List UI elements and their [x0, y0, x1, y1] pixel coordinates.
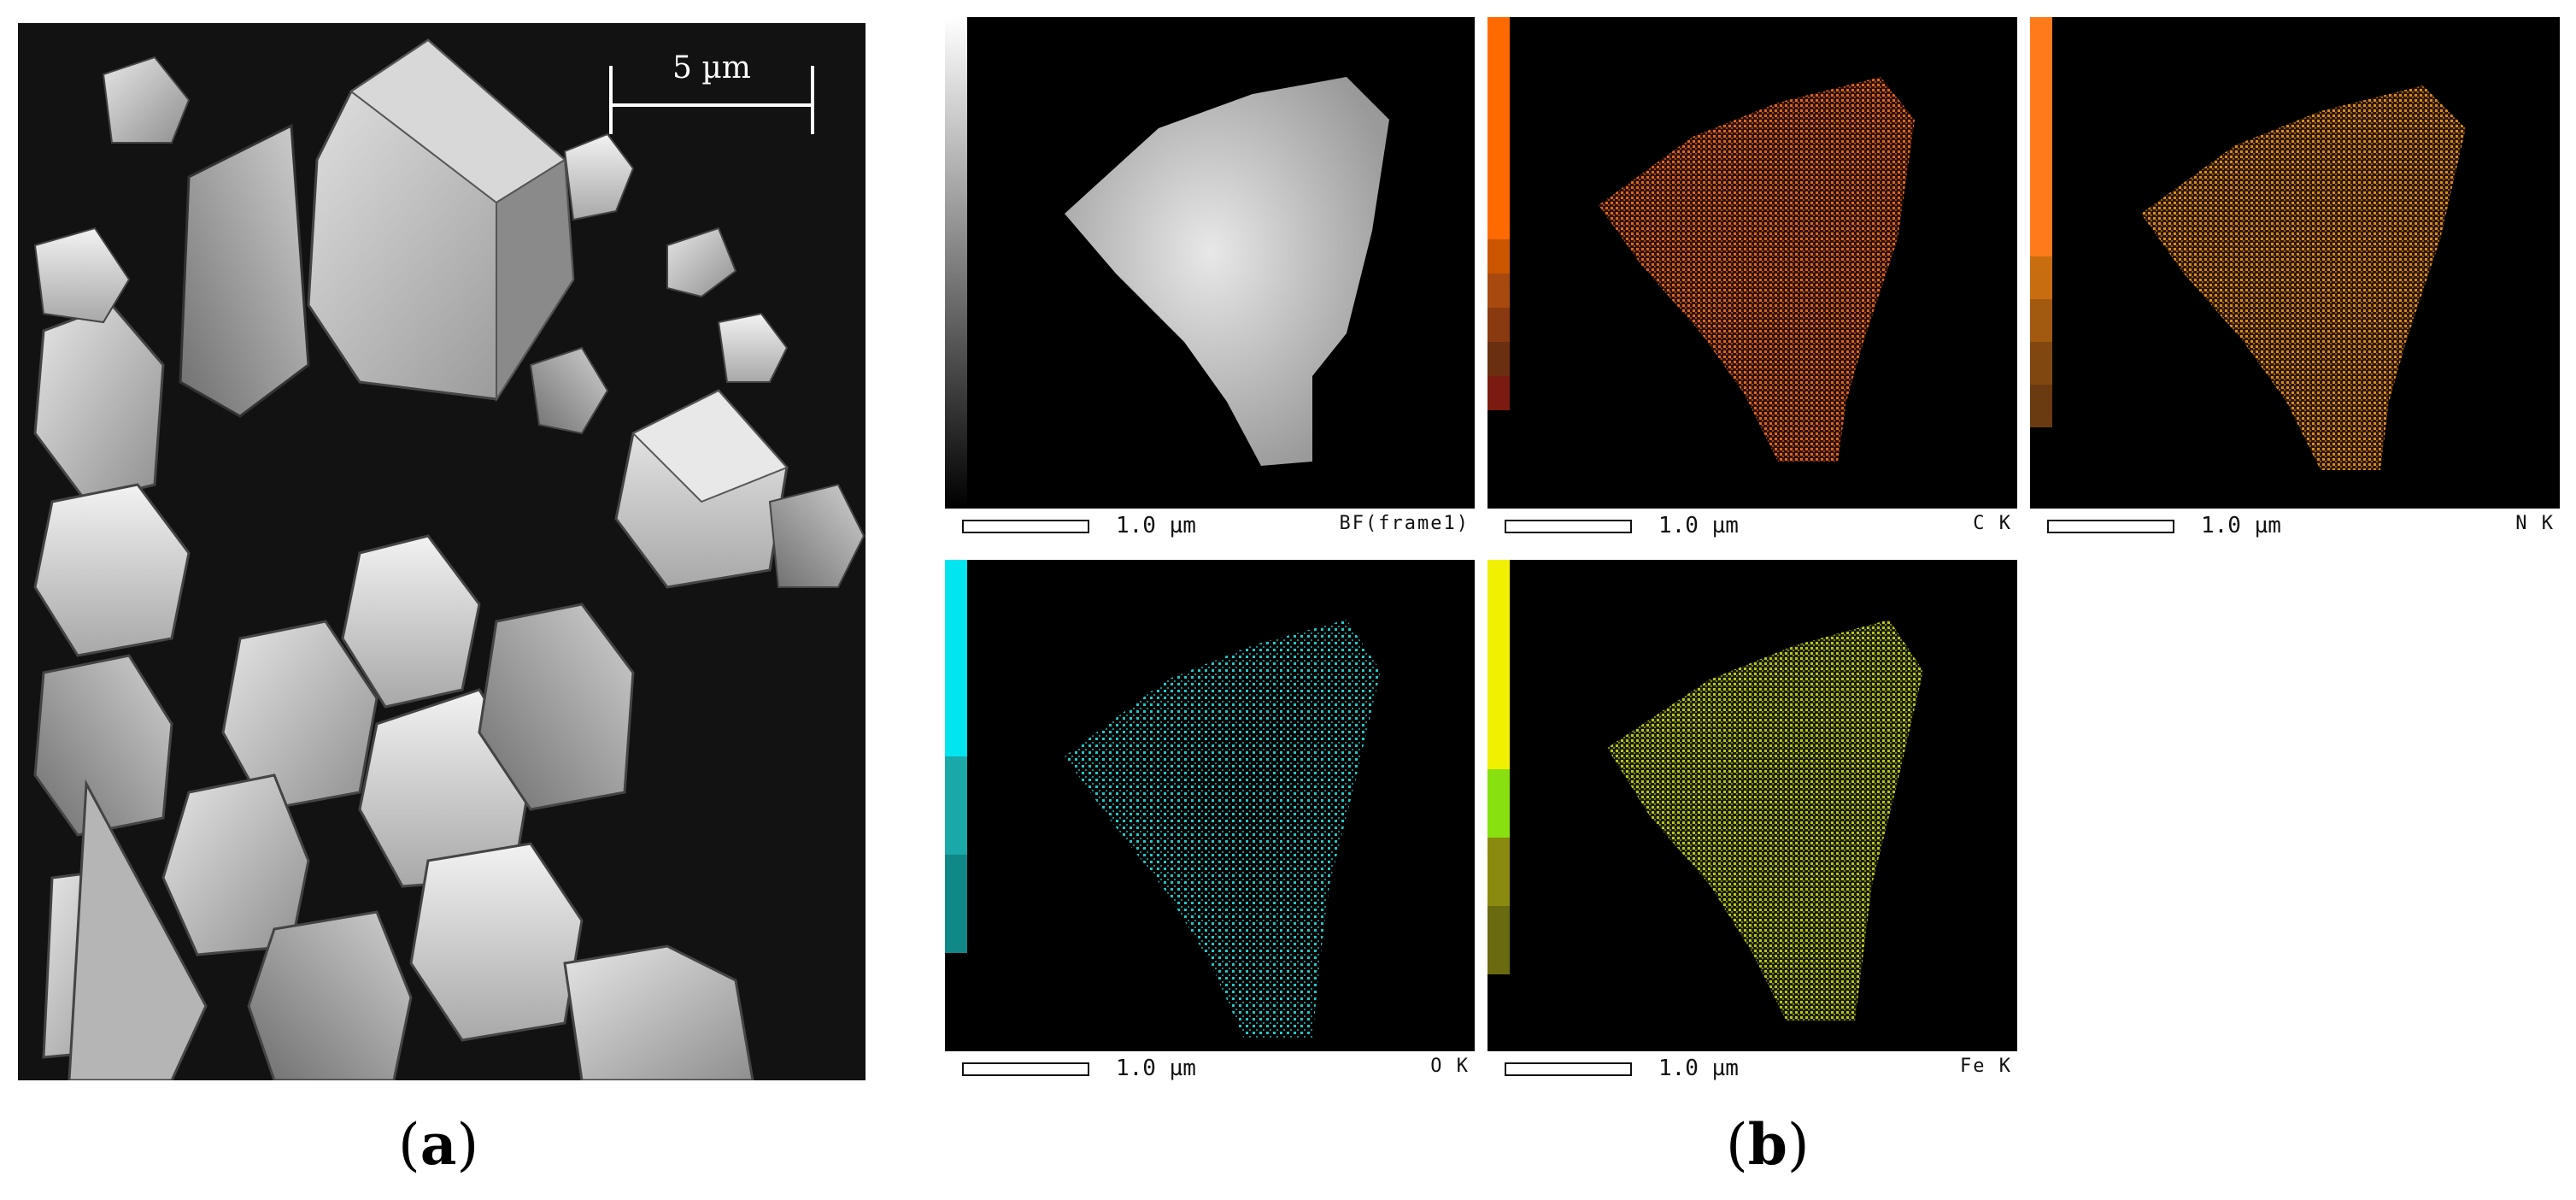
scale-bar-n [2047, 520, 2174, 533]
panel-label-a: (a) [398, 1111, 479, 1178]
bf-image [1065, 77, 1389, 466]
scale-bar-line [609, 103, 814, 107]
scale-bar-o [962, 1062, 1089, 1076]
scale-label-bf: 1.0 µm [1116, 513, 1196, 538]
scale-label-n: 1.0 µm [2201, 513, 2281, 538]
scale-bar-c [1505, 520, 1632, 533]
colorbar-fe [1488, 560, 1510, 974]
map-c [1488, 17, 2017, 509]
caption-o: 1.0 µm O K [945, 1056, 1475, 1081]
element-label-o: O K [1430, 1056, 1470, 1077]
panel-letter-a: a [420, 1111, 457, 1178]
colorbar-c [1488, 17, 1510, 410]
element-label-c: C K [1973, 513, 2012, 534]
panel-letter-b: b [1747, 1111, 1787, 1178]
n-map-image [2141, 85, 2466, 470]
scale-tick-right [811, 66, 814, 134]
fe-map-image [1607, 620, 1923, 1021]
map-o [945, 560, 1475, 1051]
colorbar-bf [945, 17, 967, 509]
scale-label-a: 5 µm [672, 50, 751, 85]
panel-label-b: (b) [1726, 1111, 1810, 1178]
map-fe [1488, 560, 2017, 1051]
crystal-aggregate-illustration [18, 23, 866, 1080]
scale-label-c: 1.0 µm [1658, 513, 1739, 538]
caption-bf: 1.0 µm BF(frame1) [945, 513, 1475, 538]
element-label-n: N K [2515, 513, 2555, 534]
caption-fe: 1.0 µm Fe K [1488, 1056, 2017, 1081]
colorbar-n [2030, 17, 2052, 427]
scale-bar-a: 5 µm [592, 40, 831, 134]
element-label-fe: Fe K [1960, 1056, 2012, 1077]
colorbar-o [945, 560, 967, 953]
c-map-image [1599, 77, 1915, 462]
map-n [2030, 17, 2560, 509]
caption-c: 1.0 µm C K [1488, 513, 2017, 538]
scale-bar-bf [962, 520, 1089, 533]
caption-n: 1.0 µm N K [2030, 513, 2560, 538]
element-label-bf: BF(frame1) [1339, 513, 1470, 534]
scale-tick-left [609, 66, 613, 134]
map-bf [945, 17, 1475, 509]
sem-micrograph: 5 µm [18, 23, 866, 1080]
scale-label-fe: 1.0 µm [1658, 1056, 1739, 1081]
o-map-image [1065, 620, 1381, 1038]
scale-label-o: 1.0 µm [1116, 1056, 1196, 1081]
scale-bar-fe [1505, 1062, 1632, 1076]
